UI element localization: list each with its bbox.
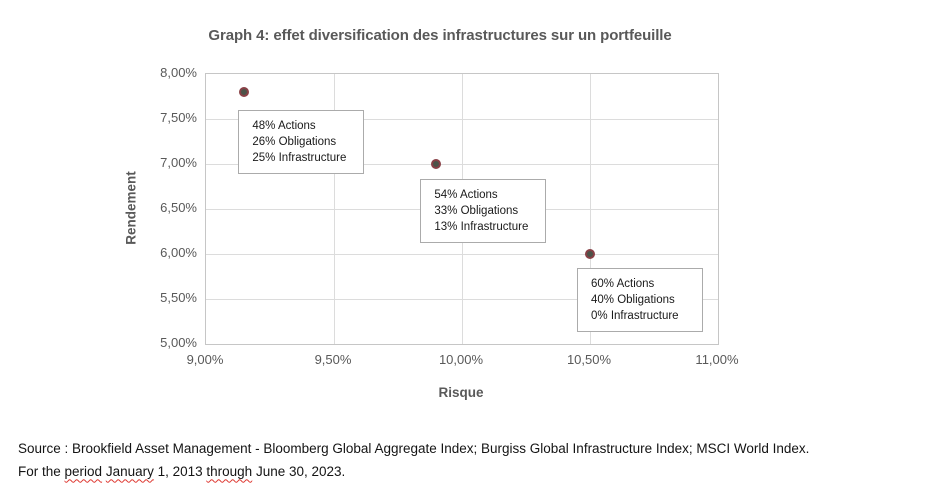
source-line-1: Source : Brookfield Asset Management - B… [18,441,810,456]
misspelled-word: January [105,463,154,479]
data-label-line: 60% Actions [591,278,655,290]
y-tick-label: 5,50% [160,290,197,305]
x-tick-label: 10,00% [438,352,484,367]
horizontal-gridline [206,254,718,255]
horizontal-gridline [206,164,718,165]
horizontal-gridline [206,299,718,300]
y-tick-label: 8,00% [160,65,197,80]
data-label-line: 54% Actions [434,189,498,201]
y-tick-label: 6,00% [160,245,197,260]
chart-title: Graph 4: effet diversification des infra… [208,27,672,44]
source-note: Source : Brookfield Asset Management - B… [18,438,908,483]
data-point [430,158,441,169]
x-tick-label: 10,50% [566,352,612,367]
x-tick-label: 9,50% [314,352,352,367]
data-label-line: 25% Infrastructure [252,152,347,164]
data-label-line: 13% Infrastructure [434,221,529,233]
horizontal-gridline [206,119,718,120]
data-label-box: 60% Actions 40% Obligations 0% Infrastruct… [577,268,703,332]
data-label-line: 48% Actions [252,120,316,132]
x-tick-label: 11,00% [695,352,739,367]
misspelled-word: period [64,463,103,479]
x-axis-title: Risque [438,385,484,400]
source-line-2: For the period January 1, 2013 through J… [18,461,908,484]
data-label-box: 54% Actions 33% Obligations 13% Infrastruc… [420,179,547,243]
data-label-line: 26% Obligations [252,136,337,148]
data-label-box: 48% Actions 26% Obligations 25% Infrastruc… [238,110,365,174]
y-tick-label: 7,50% [160,110,197,125]
misspelled-word: through [206,463,253,479]
y-tick-label: 5,00% [160,335,197,350]
source-text-fragment: For the [18,463,65,479]
plot-area: 48% Actions 26% Obligations 25% Infrastruc… [205,73,719,345]
data-label-line: 33% Obligations [434,205,519,217]
source-text-fragment: June 30, 2023. [252,463,346,479]
y-tick-label: 7,00% [160,155,197,170]
source-text-fragment: 1, 2013 [153,463,207,479]
data-point [584,248,595,259]
data-point [238,86,249,97]
y-tick-label: 6,50% [160,200,197,215]
x-tick-label: 9,00% [186,352,224,367]
data-label-line: 0% Infrastructure [591,310,679,322]
data-label-line: 40% Obligations [591,294,675,306]
